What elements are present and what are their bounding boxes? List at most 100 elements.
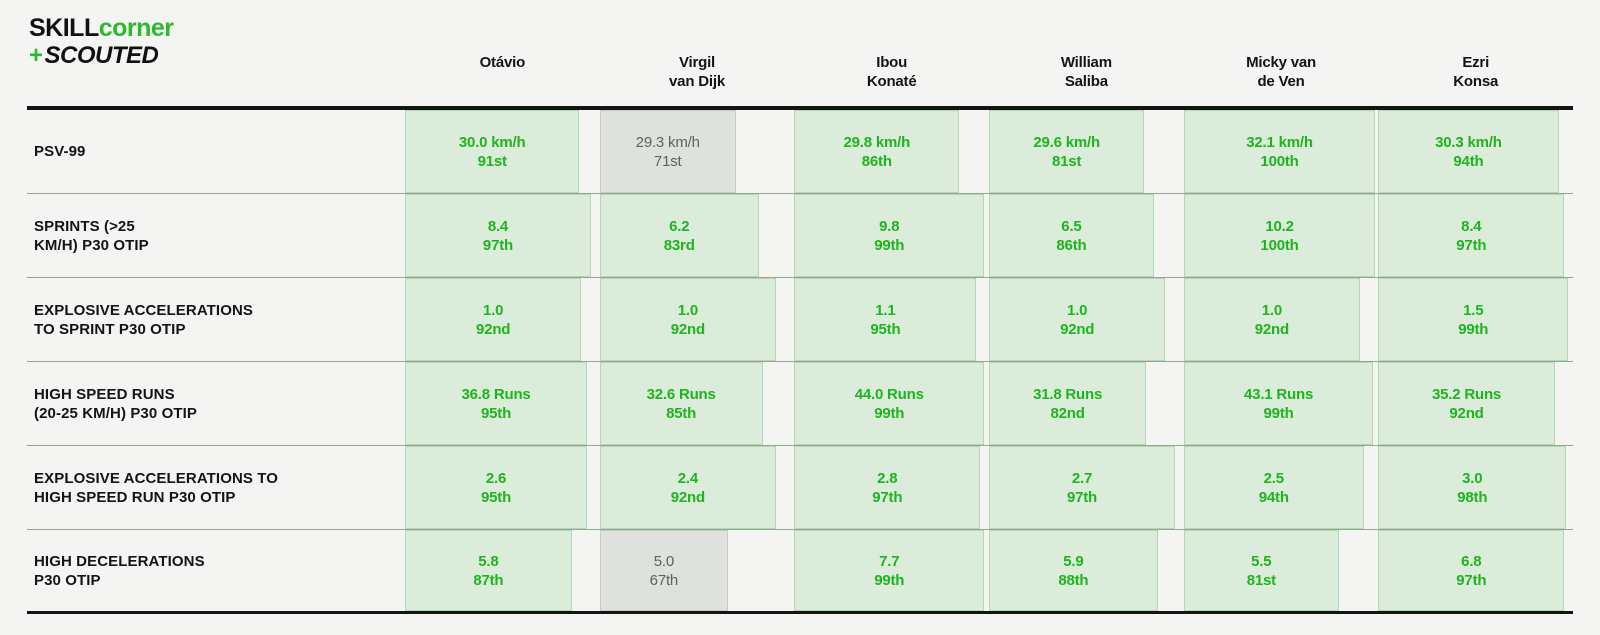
player-name-line: Konsa (1453, 73, 1499, 90)
percentile-rank: 92nd (476, 320, 511, 338)
percentile-bar: 43.1 Runs 99th (1183, 362, 1374, 445)
metric-value: 6.2 (669, 217, 690, 235)
metric-value: 2.6 (485, 469, 507, 487)
metric-value: 2.8 (877, 469, 898, 487)
percentile-bar: 29.8 km/h 86th (794, 110, 960, 193)
metric-row: EXPLOSIVE ACCELERATIONS TO HIGH SPEED RUN… (27, 446, 1573, 530)
percentile-bar: 6.2 83rd (599, 194, 759, 277)
player-name-line: Otávio (479, 54, 526, 71)
player-names-row: Otávio Virgil van Dijk Ibou Konaté William Sal… (405, 53, 1573, 106)
metric-value: 6.8 (1461, 552, 1482, 570)
metric-value: 2.7 (1071, 469, 1093, 487)
percentile-bar: 8.4 97th (405, 194, 591, 277)
percentile-bar: 7.7 99th (794, 530, 985, 611)
percentile-bar: 29.3 km/h 71st (599, 110, 736, 193)
player-name-2: Virgil van Dijk (600, 53, 795, 91)
cell-slot: 5.8 87th (405, 530, 600, 611)
percentile-rank: 95th (481, 404, 512, 422)
percentile-rank: 92nd (670, 488, 705, 506)
metric-label-line: P30 OTIP (34, 571, 101, 589)
logo-plus-icon: + (29, 42, 43, 69)
percentile-bar: 2.7 97th (989, 446, 1175, 529)
percentile-bar: 30.0 km/h 91st (405, 110, 580, 193)
percentile-rank: 95th (870, 320, 901, 338)
percentile-bar: 29.6 km/h 81st (989, 110, 1145, 193)
metric-value: 29.3 km/h (635, 133, 700, 151)
percentile-bar: 3.0 98th (1378, 446, 1567, 529)
cell-slot: 32.6 Runs 85th (599, 362, 795, 445)
player-name-4: William Saliba (989, 53, 1184, 91)
metric-label-line: EXPLOSIVE ACCELERATIONS TO (34, 469, 279, 487)
metric-label: HIGH SPEED RUNS (20-25 KM/H) P30 OTIP (27, 362, 405, 445)
metric-value: 29.6 km/h (1033, 133, 1100, 151)
percentile-rank: 91st (477, 152, 507, 170)
percentile-bar: 2.8 97th (794, 446, 981, 529)
cell-slot: 1.5 99th (1378, 278, 1573, 361)
player-name-line: Konaté (866, 73, 917, 90)
metric-label-line: TO SPRINT P30 OTIP (34, 320, 186, 338)
percentile-rank: 86th (861, 152, 892, 170)
metric-label-line: SPRINTS (>25 (34, 217, 135, 235)
metric-value: 30.3 km/h (1435, 133, 1502, 151)
cell-slot: 2.7 97th (989, 446, 1184, 529)
metric-value: 2.5 (1263, 469, 1284, 487)
metric-row: EXPLOSIVE ACCELERATIONS TO SPRINT P30 OTI… (27, 278, 1573, 362)
percentile-rank: 97th (482, 236, 513, 254)
percentile-rank: 98th (1457, 488, 1488, 506)
cell-slot: 6.5 86th (989, 194, 1184, 277)
cell-slot: 8.4 97th (1378, 194, 1573, 277)
metric-value: 1.1 (875, 301, 896, 319)
logo-line-skillcorner: SKILLcorner (29, 16, 174, 41)
percentile-bar: 2.4 92nd (599, 446, 776, 529)
logo-corner-text: corner (98, 14, 174, 42)
percentile-rank: 87th (473, 571, 504, 589)
percentile-bar: 5.8 87th (405, 530, 572, 611)
table-header: SKILLcorner +SCOUTED Otávio Virgil van Dij… (27, 0, 1573, 110)
cell-slot: 8.4 97th (405, 194, 600, 277)
cell-slot: 29.3 km/h 71st (599, 110, 795, 193)
cell-slot: 1.0 92nd (1183, 278, 1379, 361)
percentile-bar: 5.9 88th (989, 530, 1158, 611)
percentile-rank: 97th (872, 488, 903, 506)
cell-slot: 9.8 99th (794, 194, 989, 277)
metric-value: 1.0 (677, 301, 698, 319)
metric-value: 36.8 Runs (461, 385, 531, 403)
percentile-rank: 67th (649, 571, 679, 589)
player-name-6: Ezri Konsa (1378, 53, 1573, 91)
metric-value: 35.2 Runs (1431, 385, 1502, 403)
percentile-rank: 82nd (1050, 404, 1085, 422)
cell-slot: 5.5 81st (1183, 530, 1379, 611)
cell-slot: 1.0 92nd (599, 278, 795, 361)
percentile-bar: 30.3 km/h 94th (1378, 110, 1559, 193)
cell-slot: 2.4 92nd (599, 446, 795, 529)
metric-label: SPRINTS (>25 KM/H) P30 OTIP (27, 194, 405, 277)
metric-row: SPRINTS (>25 KM/H) P30 OTIP 8.4 97th 6.2 83rd… (27, 194, 1573, 278)
percentile-bar: 5.5 81st (1183, 530, 1339, 611)
cell-slot: 6.8 97th (1378, 530, 1573, 611)
percentile-bar: 1.1 95th (794, 278, 977, 361)
percentile-bar: 32.6 Runs 85th (599, 362, 763, 445)
percentile-bar: 10.2 100th (1183, 194, 1376, 277)
percentile-rank: 94th (1258, 488, 1289, 506)
cell-slot: 1.0 92nd (989, 278, 1184, 361)
metric-value: 10.2 (1265, 217, 1294, 235)
percentile-rank: 92nd (1060, 320, 1095, 338)
percentile-rank: 97th (1066, 488, 1097, 506)
percentile-rank: 95th (481, 488, 512, 506)
cell-slot: 7.7 99th (794, 530, 989, 611)
percentile-bar: 2.6 95th (405, 446, 588, 529)
cell-slot: 29.6 km/h 81st (989, 110, 1184, 193)
percentile-bar: 9.8 99th (794, 194, 985, 277)
percentile-rank: 99th (1458, 320, 1489, 338)
percentile-rank: 85th (666, 404, 697, 422)
player-name-3: Ibou Konaté (794, 53, 989, 91)
percentile-bar: 44.0 Runs 99th (794, 362, 985, 445)
metric-row: HIGH SPEED RUNS (20-25 KM/H) P30 OTIP 36.8… (27, 362, 1573, 446)
metric-value: 31.8 Runs (1033, 385, 1103, 403)
metric-label: HIGH DECELERATIONS P30 OTIP (27, 530, 405, 611)
metric-value: 3.0 (1462, 469, 1483, 487)
percentile-bar: 32.1 km/h 100th (1183, 110, 1376, 193)
cell-slot: 36.8 Runs 95th (405, 362, 600, 445)
percentile-rank: 92nd (1254, 320, 1289, 338)
metric-label-line: KM/H) P30 OTIP (34, 236, 149, 254)
